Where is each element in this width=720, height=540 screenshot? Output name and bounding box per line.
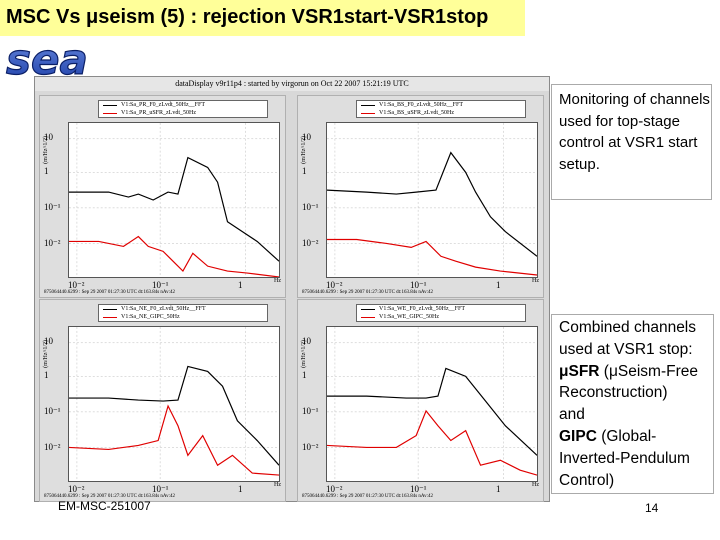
legend-red-swatch xyxy=(103,317,117,318)
y-tick: 10 xyxy=(302,132,311,142)
data-display-window: dataDisplay v9r11p4 : started by virgoru… xyxy=(34,76,550,502)
y-tick: 1 xyxy=(44,370,49,380)
x-tick: 1 xyxy=(496,280,501,290)
legend-black-swatch xyxy=(361,309,375,310)
note-monitoring-text: Monitoring of channels used for top-stag… xyxy=(559,91,710,173)
x-tick: 10⁻¹ xyxy=(410,280,427,290)
legend: V1:Sa_PR_F0_zLvdt_50Hz__FFT V1:Sa_PR_uSF… xyxy=(98,100,268,118)
spectrum-plot[interactable] xyxy=(68,122,280,278)
gipc-desc: (Global-Inverted-Pendulum Control) xyxy=(559,427,690,489)
sfr-desc: (μSeism-Free Reconstruction) xyxy=(559,362,698,402)
panel-footer: 875064440.6299 : Sep 29 2007 01:27:30 UT… xyxy=(44,290,176,295)
footer-code: EM-MSC-251007 xyxy=(58,499,151,513)
legend: V1:Sa_WE_F0_zLvdt_50Hz__FFT V1:Sa_WE_GIP… xyxy=(356,304,526,322)
note-combined-line1: Combined channels used at VSR1 stop: xyxy=(559,319,697,358)
y-tick: 10⁻¹ xyxy=(302,202,319,212)
legend-red-swatch xyxy=(361,317,375,318)
title-band xyxy=(0,0,525,36)
legend-black-label: V1:Sa_WE_F0_zLvdt_50Hz__FFT xyxy=(379,306,465,312)
black-trace xyxy=(69,365,280,466)
x-axis-unit: Hz xyxy=(274,482,281,488)
x-tick: 10⁻¹ xyxy=(410,484,427,494)
y-tick: 10⁻² xyxy=(44,442,61,452)
panel-footer: 875064440.6299 : Sep 29 2007 01:27:30 UT… xyxy=(302,494,434,499)
y-tick: 10⁻² xyxy=(44,238,61,248)
page-number: 14 xyxy=(645,501,659,515)
legend-red-swatch xyxy=(103,113,117,114)
spectrum-plot[interactable] xyxy=(326,122,538,278)
legend-black-swatch xyxy=(103,309,117,310)
legend-black-label: V1:Sa_NE_F0_zLvdt_50Hz__FFT xyxy=(121,306,206,312)
and-text: and xyxy=(559,406,585,424)
x-axis-unit: Hz xyxy=(274,278,281,284)
x-tick: 1 xyxy=(238,280,243,290)
y-tick: 1 xyxy=(44,166,49,176)
gipc-label: GIPC xyxy=(559,427,597,445)
plot-panel-we[interactable]: V1:Sa_WE_F0_zLvdt_50Hz__FFT V1:Sa_WE_GIP… xyxy=(297,299,544,502)
red-trace xyxy=(68,404,280,476)
sea-logo: sea xyxy=(5,36,88,80)
x-tick: 1 xyxy=(496,484,501,494)
legend-red-label: V1:Sa_WE_GIPC_50Hz xyxy=(379,314,439,320)
legend-black-swatch xyxy=(103,105,117,106)
spectrum-svg xyxy=(69,123,280,278)
spectrum-plot[interactable] xyxy=(326,326,538,482)
spectrum-svg xyxy=(68,327,280,481)
y-tick: 1 xyxy=(302,166,307,176)
black-trace xyxy=(69,156,280,262)
legend-black-swatch xyxy=(361,105,375,106)
x-tick: 1 xyxy=(238,484,243,494)
y-tick: 10⁻² xyxy=(302,238,319,248)
y-tick: 10 xyxy=(302,336,311,346)
panel-footer: 875064440.6299 : Sep 29 2007 01:27:30 UT… xyxy=(302,290,434,295)
spectrum-svg xyxy=(326,327,538,481)
legend-black-label: V1:Sa_PR_F0_zLvdt_50Hz__FFT xyxy=(121,102,206,108)
x-tick: 10⁻² xyxy=(326,484,343,494)
spectrum-plot[interactable] xyxy=(68,326,280,482)
black-trace xyxy=(326,151,538,257)
y-tick: 10 xyxy=(44,336,53,346)
black-trace xyxy=(327,367,538,456)
red-trace xyxy=(326,409,538,476)
sfr-label: μSFR xyxy=(559,362,600,380)
x-axis-unit: Hz xyxy=(532,278,539,284)
legend-red-swatch xyxy=(361,113,375,114)
x-tick: 10⁻² xyxy=(68,280,85,290)
legend-red-label: V1:Sa_BS_uSFR_zLvdt_50Hz xyxy=(379,110,455,116)
legend: V1:Sa_NE_F0_zLvdt_50Hz__FFT V1:Sa_NE_GIP… xyxy=(98,304,268,322)
window-title: dataDisplay v9r11p4 : started by virgoru… xyxy=(35,77,549,91)
y-tick: 1 xyxy=(302,370,307,380)
y-tick: 10 xyxy=(44,132,53,142)
plot-panel-ne[interactable]: V1:Sa_NE_F0_zLvdt_50Hz__FFT V1:Sa_NE_GIP… xyxy=(39,299,286,502)
legend-red-label: V1:Sa_PR_uSFR_zLvdt_50Hz xyxy=(121,110,197,116)
note-monitoring: Monitoring of channels used for top-stag… xyxy=(551,84,712,200)
red-trace xyxy=(69,235,280,278)
panel-footer: 875064440.6299 : Sep 29 2007 01:27:30 UT… xyxy=(44,494,176,499)
slide-title: MSC Vs μseism (5) : rejection VSR1start-… xyxy=(6,6,489,28)
note-combined: Combined channels used at VSR1 stop: μSF… xyxy=(551,314,714,494)
legend-red-label: V1:Sa_NE_GIPC_50Hz xyxy=(121,314,180,320)
plot-panel-bs[interactable]: V1:Sa_BS_F0_zLvdt_50Hz__FFT V1:Sa_BS_uSF… xyxy=(297,95,544,298)
red-trace xyxy=(327,238,538,276)
svg-text:sea: sea xyxy=(6,36,88,80)
x-tick: 10⁻¹ xyxy=(152,484,169,494)
x-tick: 10⁻¹ xyxy=(152,280,169,290)
y-tick: 10⁻² xyxy=(302,442,319,452)
x-axis-unit: Hz xyxy=(532,482,539,488)
x-tick: 10⁻² xyxy=(68,484,85,494)
x-tick: 10⁻² xyxy=(326,280,343,290)
plot-panel-pr[interactable]: V1:Sa_PR_F0_zLvdt_50Hz__FFT V1:Sa_PR_uSF… xyxy=(39,95,286,298)
y-tick: 10⁻¹ xyxy=(44,406,61,416)
legend-black-label: V1:Sa_BS_F0_zLvdt_50Hz__FFT xyxy=(379,102,464,108)
y-tick: 10⁻¹ xyxy=(302,406,319,416)
y-tick: 10⁻¹ xyxy=(44,202,61,212)
spectrum-svg xyxy=(326,123,538,277)
legend: V1:Sa_BS_F0_zLvdt_50Hz__FFT V1:Sa_BS_uSF… xyxy=(356,100,526,118)
